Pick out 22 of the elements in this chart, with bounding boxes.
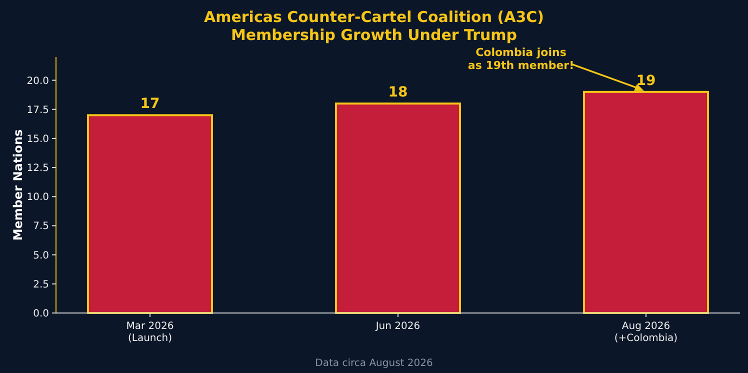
x-tick-label: Aug 2026 (+Colombia) [614,321,678,344]
data-label: 17 [140,96,160,112]
y-tick-label: 17.5 [26,104,49,116]
data-label: 18 [388,84,408,101]
bar [335,102,461,314]
y-tick-label: 0.0 [33,308,49,320]
y-tick-label: 20.0 [26,76,49,87]
y-tick-label: 5.0 [33,250,49,262]
bar [86,114,213,314]
y-tick-label: 10.0 [26,192,49,204]
y-tick-label: 2.5 [33,279,49,290]
y-tick-label: 12.5 [26,163,49,174]
annotation: Colombia joins as 19th member! [468,46,574,72]
y-axis-title: Member Nations [11,129,25,241]
x-tick-label: Jun 2026 [374,321,420,332]
text: Data circa August 2026 [315,358,433,369]
y-tick-label: 15.0 [26,134,49,145]
y-tick-label: 7.5 [33,221,49,232]
chart-title: Americas Counter-Cartel Coalition (A3C) Membership Growth Under Trump [204,8,544,44]
data-label: 19 [636,72,656,89]
bar [583,90,710,314]
x-tick-label: Mar 2026 (Launch) [126,321,174,344]
